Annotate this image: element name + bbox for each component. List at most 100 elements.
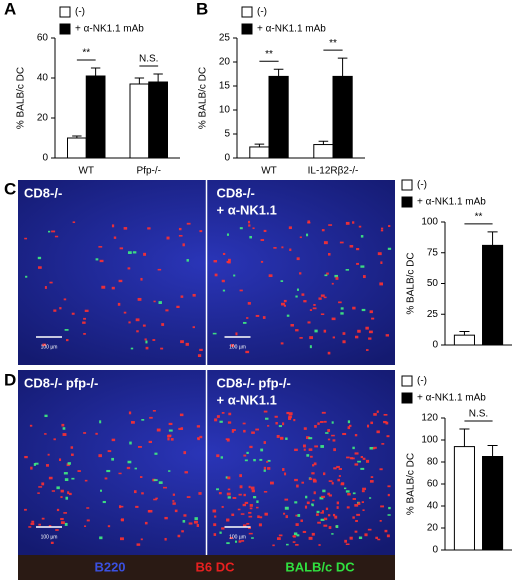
cell-dot [221, 527, 225, 530]
cell-dot [303, 300, 307, 303]
cell-dot [323, 420, 327, 423]
error-bar [90, 67, 101, 76]
error-bar [459, 330, 470, 336]
cell-dot [302, 444, 306, 448]
cell-dot [356, 262, 359, 265]
cell-dot [133, 490, 137, 494]
cell-dot [310, 455, 313, 458]
cell-dot [331, 482, 334, 485]
cell-dot [333, 467, 337, 470]
cell-dot [320, 512, 324, 514]
cell-dot [267, 459, 271, 462]
cell-dot [212, 509, 217, 513]
y-tick-label: 75 [427, 247, 439, 258]
cell-dot [296, 288, 299, 291]
cell-dot [349, 457, 354, 460]
cell-dot [214, 418, 218, 422]
cell-dot [25, 275, 28, 278]
cell-dot [168, 422, 173, 426]
cell-dot [251, 537, 254, 539]
cell-dot [194, 517, 198, 521]
cell-dot [172, 502, 176, 505]
cell-dot [168, 470, 171, 472]
cell-dot [253, 496, 257, 499]
panel-letter: A [4, 0, 16, 18]
cell-dot [219, 420, 223, 423]
cell-dot [228, 258, 231, 262]
cell-dot [44, 433, 47, 435]
cell-dot [284, 472, 287, 476]
cell-dot [283, 299, 287, 303]
cell-dot [249, 507, 253, 510]
cell-dot [239, 289, 243, 292]
cell-dot [334, 274, 338, 278]
cell-dot [135, 505, 139, 508]
cell-dot [83, 333, 86, 335]
cell-dot [31, 520, 35, 523]
cell-dot [354, 452, 359, 455]
cell-dot [360, 467, 365, 470]
cell-dot [308, 448, 313, 451]
cell-dot [123, 311, 127, 314]
cell-dot [239, 485, 243, 489]
cell-dot [33, 463, 36, 466]
significance-label: N.S. [469, 409, 488, 420]
cell-dot [366, 349, 369, 351]
legend-label: + α-NK1.1 mAb [75, 24, 144, 35]
cell-dot [37, 266, 42, 269]
cell-dot [227, 488, 231, 491]
cell-dot [231, 430, 235, 433]
cell-dot [299, 236, 302, 239]
cell-dot [172, 500, 175, 502]
cell-dot [284, 506, 289, 510]
y-axis-label: % BALB/c DC [406, 453, 417, 515]
cell-dot [72, 221, 76, 224]
cell-dot [258, 523, 262, 527]
cell-dot [220, 456, 223, 459]
cell-dot [299, 272, 302, 275]
cell-dot [296, 484, 299, 488]
cell-dot [148, 440, 153, 444]
cell-dot [265, 417, 269, 420]
cell-dot [86, 507, 90, 509]
cell-dot [357, 460, 361, 463]
cell-dot [233, 274, 236, 277]
cell-dot [167, 435, 172, 438]
cell-dot [317, 521, 321, 524]
cell-dot [314, 445, 319, 448]
cell-dot [305, 495, 308, 499]
error-bar [337, 57, 348, 77]
cell-dot [111, 224, 115, 228]
bar [332, 75, 353, 159]
cell-dot [385, 421, 389, 425]
cell-dot [319, 496, 324, 500]
cell-dot [312, 478, 316, 481]
cell-dot [38, 523, 41, 526]
cell-dot [230, 344, 234, 347]
cell-dot [83, 317, 86, 320]
cell-dot [246, 522, 250, 525]
cell-dot [384, 529, 388, 533]
cell-dot [380, 229, 384, 232]
cell-dot [154, 452, 158, 455]
image-label: CD8-/- pfp-/- [217, 375, 291, 390]
bar [148, 81, 168, 159]
cell-dot [179, 413, 184, 417]
cell-dot [247, 302, 251, 305]
cell-dot [60, 521, 65, 525]
cell-dot [249, 504, 253, 507]
cell-dot [222, 289, 226, 292]
cell-dot [158, 301, 162, 304]
cell-dot [352, 306, 356, 310]
cell-dot [147, 227, 151, 230]
cell-dot [386, 534, 390, 538]
cell-dot [156, 428, 161, 432]
cell-dot [178, 227, 182, 231]
cell-dot [361, 490, 365, 493]
cell-dot [345, 543, 350, 546]
cell-dot [295, 295, 298, 298]
cell-dot [263, 229, 267, 233]
channel-legend-bg [18, 555, 395, 580]
cell-dot [342, 340, 346, 344]
cell-dot [137, 446, 142, 448]
